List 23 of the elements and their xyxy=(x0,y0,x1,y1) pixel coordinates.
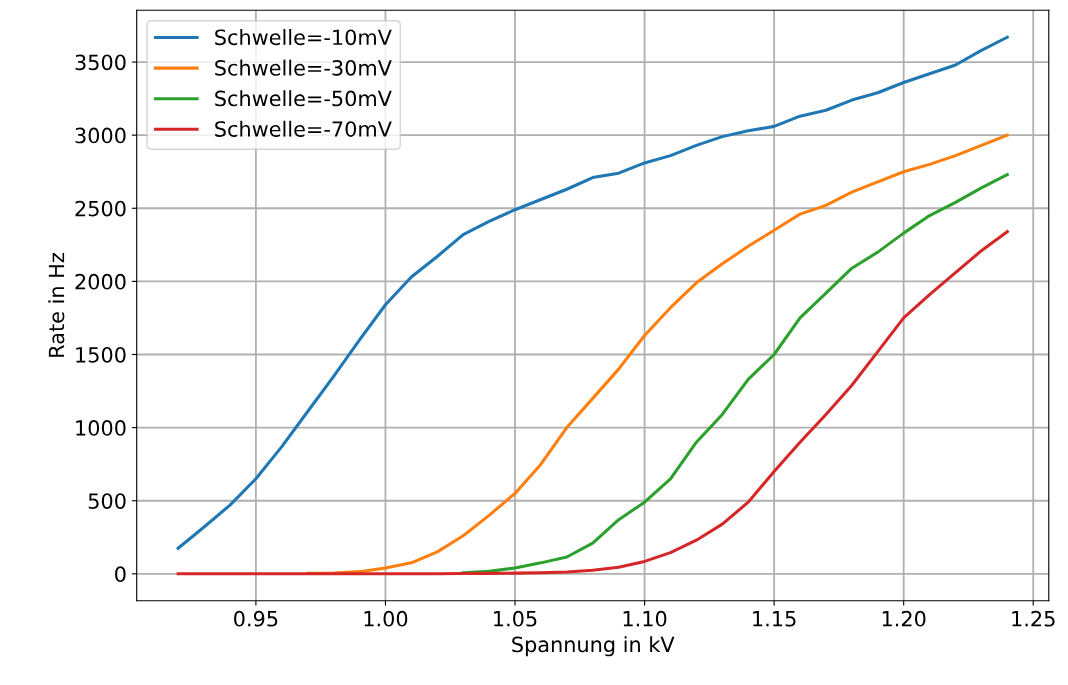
y-axis-title: Rate in Hz xyxy=(48,253,65,357)
y-tick-label: 2000 xyxy=(75,273,126,290)
line-series xyxy=(176,230,1009,576)
legend-label: Schwelle=-70mV xyxy=(215,120,392,137)
y-tick-label: 500 xyxy=(88,493,126,509)
line-series xyxy=(461,173,1009,575)
x-tick-label: 0.95 xyxy=(234,610,278,627)
legend-label: Schwelle=-50mV xyxy=(215,90,392,107)
x-tick-label: 1.00 xyxy=(364,610,408,627)
y-tick-label: 1500 xyxy=(76,346,126,363)
x-tick-label: 1.25 xyxy=(1012,610,1055,627)
y-tick-label: 3000 xyxy=(75,127,126,144)
x-tick-label: 1.20 xyxy=(882,610,926,627)
y-tick-label: 0 xyxy=(115,566,126,583)
x-tick-label: 1.15 xyxy=(753,611,796,627)
legend-label: Schwelle=-10mV xyxy=(215,29,392,46)
x-tick-label: 1.05 xyxy=(494,610,537,627)
y-tick-label: 2500 xyxy=(75,200,126,217)
legend-label: Schwelle=-30mV xyxy=(215,59,392,76)
y-tick-label: 3500 xyxy=(75,54,126,71)
x-axis-title: Spannung in kV xyxy=(512,636,675,657)
y-tick-label: 1000 xyxy=(76,420,126,436)
x-tick-label: 1.10 xyxy=(623,610,667,627)
